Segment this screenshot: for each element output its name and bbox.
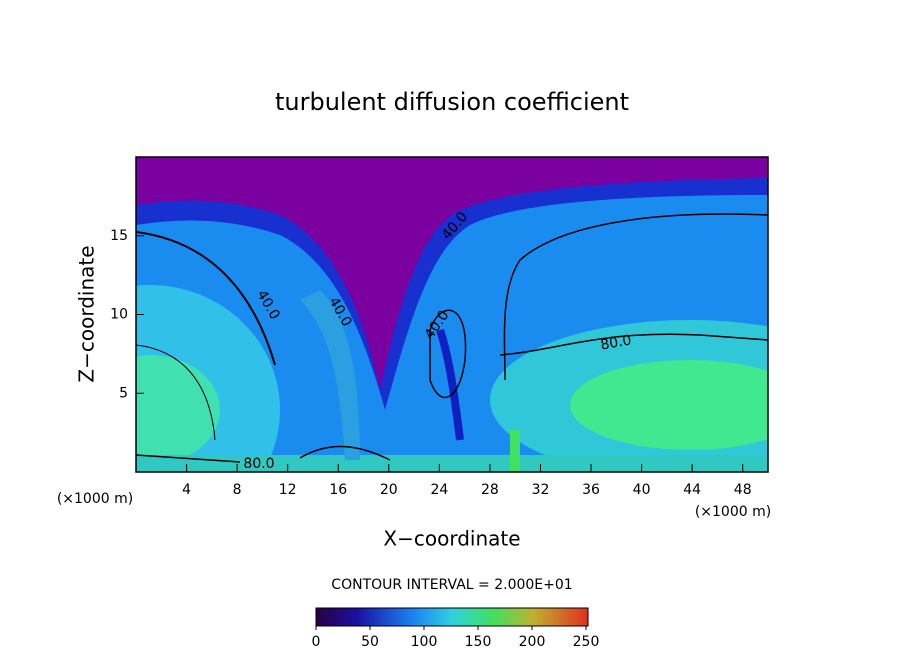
x-tick-label: 16	[329, 482, 347, 498]
y-tick-label: 5	[119, 385, 128, 401]
x-axis-label: X−coordinate	[383, 527, 520, 551]
x-tick-label: 4	[182, 482, 191, 498]
colorbar	[315, 607, 589, 627]
contour-label: 80.0	[243, 456, 274, 472]
colorbar-tick-label: 150	[465, 634, 492, 650]
x-tick-label: 44	[683, 482, 701, 498]
x-tick-label: 32	[532, 482, 550, 498]
y-tick-label: 10	[110, 307, 128, 323]
contour-interval: CONTOUR INTERVAL = 2.000E+01	[331, 577, 572, 593]
y-tick-label: 15	[110, 228, 128, 244]
x-unit: (×1000 m)	[695, 504, 771, 520]
colorbar-tick-label: 100	[411, 634, 438, 650]
colorbar-tick-label: 200	[519, 634, 546, 650]
x-tick-label: 36	[582, 482, 600, 498]
chart-title: turbulent diffusion coefficient	[275, 88, 629, 116]
x-tick-label: 8	[233, 482, 242, 498]
colorbar-tick-label: 50	[361, 634, 379, 650]
x-tick-label: 28	[481, 482, 499, 498]
x-tick-label: 48	[734, 482, 752, 498]
x-tick-label: 24	[430, 482, 448, 498]
x-tick-label: 40	[633, 482, 651, 498]
colorbar-tick-label: 0	[312, 634, 321, 650]
contour-label: 80.0	[599, 332, 632, 353]
colorbar-tick-label: 250	[573, 634, 600, 650]
contour-field	[136, 157, 768, 472]
y-axis-label: Z−coordinate	[75, 245, 99, 382]
y-unit: (×1000 m)	[57, 491, 133, 507]
x-tick-label: 20	[380, 482, 398, 498]
x-tick-label: 12	[279, 482, 297, 498]
